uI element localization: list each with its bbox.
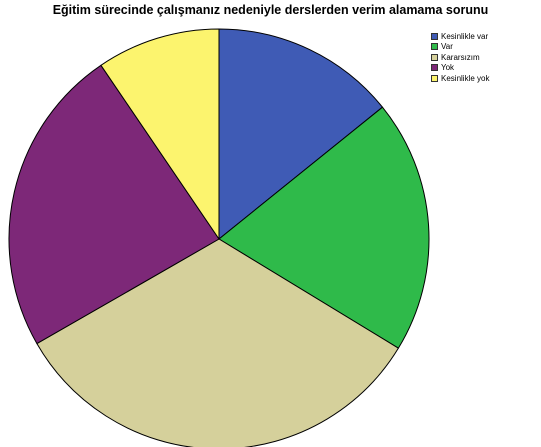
legend-swatch [431,53,438,61]
legend-item: Kesinlikle var [431,31,489,42]
pie-slice-var [218,106,430,349]
legend-label: Var [441,42,453,52]
legend-swatch [431,43,438,51]
legend-label: Kesinlikle yok [441,73,490,83]
legend-item: Kesinlikle yok [431,73,489,84]
pie-slice-kesinlikle-yok [100,28,220,240]
pie-slice-kararsizim [36,238,399,447]
legend: Kesinlikle var Var Kararsızım Yok Kesinlikle… [431,31,489,84]
legend-item: Yok [431,63,489,74]
pie-slice-kesinlikle-var [218,28,383,240]
legend-swatch [431,74,438,82]
legend-label: Kesinlikle var [441,31,489,41]
chart-title: Eğitim sürecinde çalışmanız nedeniyle de… [52,3,489,17]
legend-item: Kararsızım [431,52,489,63]
legend-item: Var [431,42,489,53]
legend-label: Kararsızım [441,52,480,62]
legend-swatch [431,32,438,40]
pie-slice-yok [8,64,220,345]
legend-label: Yok [441,63,455,73]
legend-swatch [431,64,438,72]
